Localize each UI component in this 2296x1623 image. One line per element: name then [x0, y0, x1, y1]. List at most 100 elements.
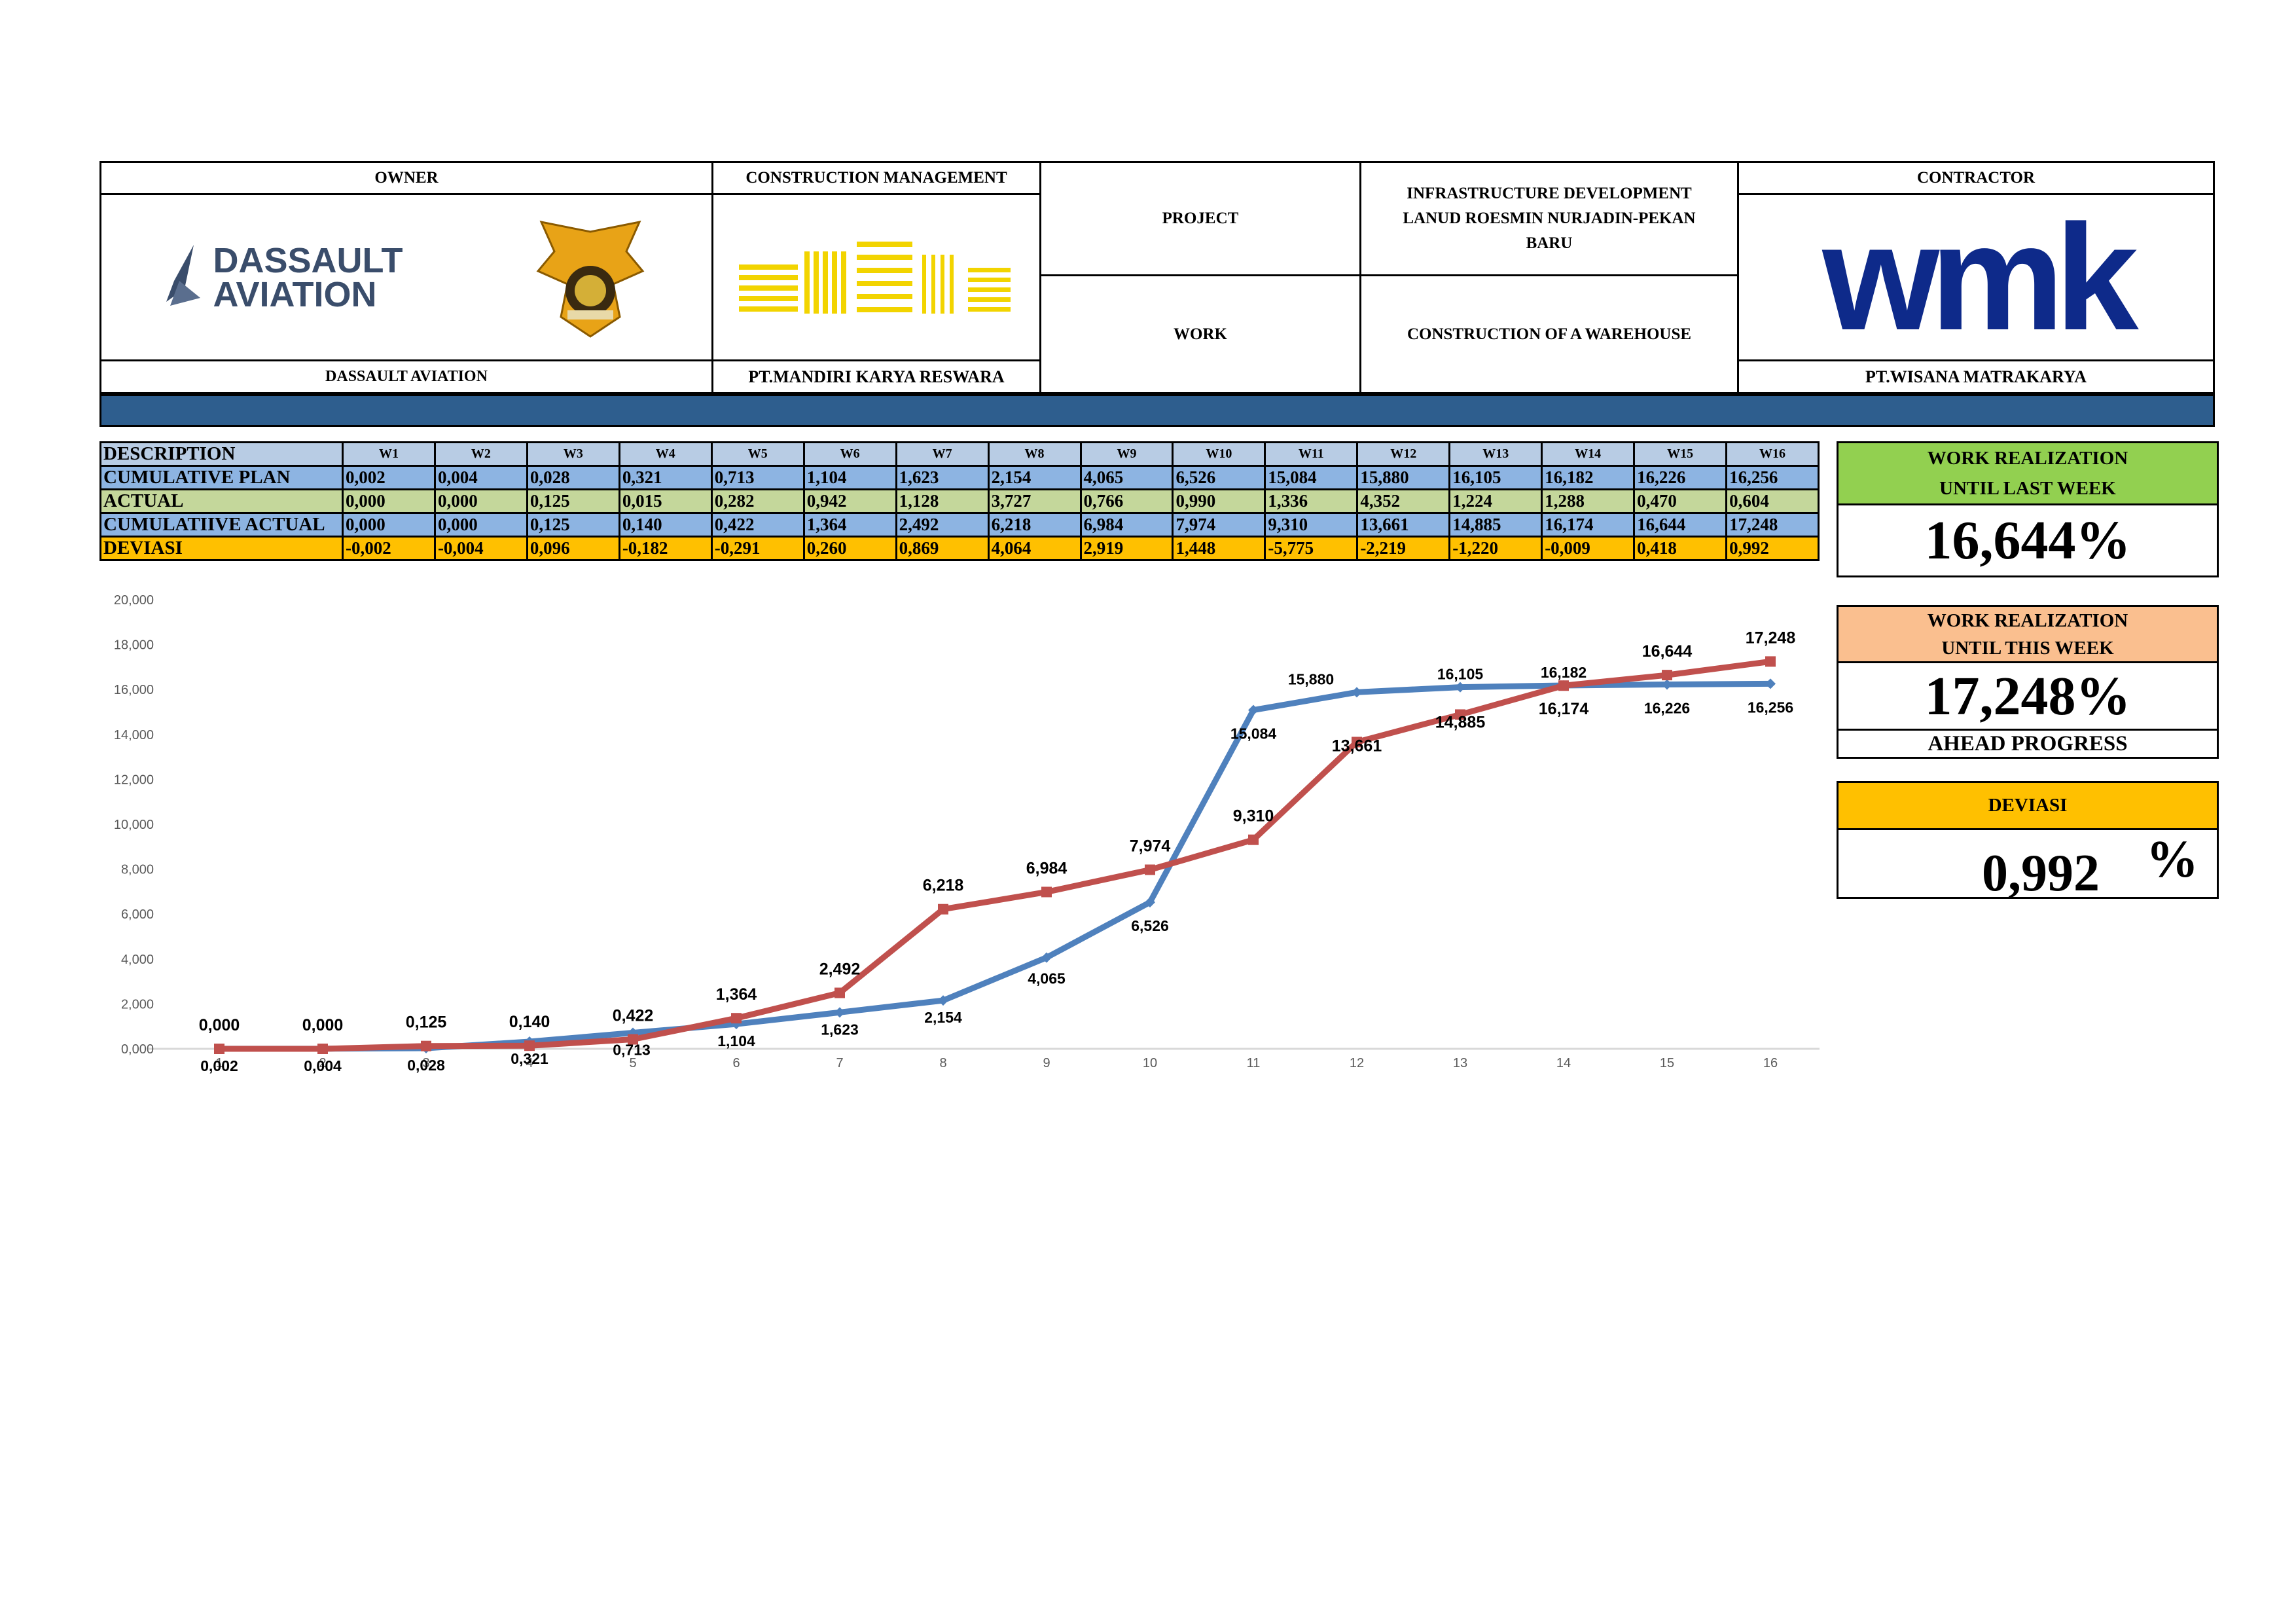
table-cell: 1,128 [895, 488, 990, 514]
table-cell: 1,288 [1541, 488, 1636, 514]
table-header-week: W15 [1633, 441, 1728, 467]
actual-point [1662, 670, 1672, 681]
x-tick-label: 1 [215, 1056, 223, 1070]
table-header-week: W8 [987, 441, 1082, 467]
table-cell: -0,004 [433, 536, 528, 561]
table-cell: 0,000 [342, 512, 436, 538]
table-cell: -0,002 [342, 536, 436, 561]
table-row-cumulative-actual: CUMULATIIVE ACTUAL 0,000 0,000 0,125 0,140 0,… [99, 512, 1820, 538]
actual-point [1455, 709, 1465, 720]
plan-series-line [219, 680, 1771, 1052]
table-cell: 17,248 [1725, 512, 1820, 538]
plan-data-label: 0,028 [407, 1057, 445, 1074]
contractor-name: PT.WISANA MATRAKARYA [1737, 359, 2215, 394]
actual-data-label: 9,310 [1233, 807, 1274, 826]
table-header-week: W7 [895, 441, 990, 467]
x-tick-label: 14 [1556, 1056, 1571, 1070]
table-cell: 3,727 [987, 488, 1082, 514]
plan-data-label: 0,713 [613, 1042, 651, 1059]
table-cell: -1,220 [1448, 536, 1543, 561]
table-cell: 15,880 [1356, 465, 1451, 490]
plan-data-label: 15,084 [1230, 725, 1277, 742]
y-tick-label: 6,000 [121, 907, 154, 922]
table-cell: 0,096 [526, 536, 620, 561]
table-row-label: CUMULATIIVE ACTUAL [99, 512, 344, 538]
actual-point [628, 1034, 638, 1045]
table-cell: 0,422 [710, 512, 805, 538]
actual-data-label: 16,174 [1539, 700, 1589, 718]
plan-data-label: 0,002 [200, 1057, 238, 1074]
table-header-week: W11 [1264, 441, 1359, 467]
deviasi-value-box: 0,992 % [1837, 828, 2219, 902]
table-cell: 0,869 [895, 536, 990, 561]
table-row-label: ACTUAL [99, 488, 344, 514]
plan-point [1145, 897, 1155, 908]
x-tick-label: 9 [1043, 1056, 1050, 1070]
table-cell: 0,942 [802, 488, 897, 514]
table-cell: 16,174 [1541, 512, 1636, 538]
table-header-row: DESCRIPTION W1 W2 W3 W4 W5 W6 W7 W8 W9 W10 W11 W12 W1… [99, 441, 1820, 467]
actual-point [317, 1044, 328, 1054]
table-header-description: DESCRIPTION [99, 441, 344, 467]
y-tick-label: 10,000 [114, 818, 154, 832]
actual-point [1765, 656, 1776, 667]
table-cell: 1,224 [1448, 488, 1543, 514]
actual-point [834, 987, 845, 998]
cm-name: PT.MANDIRI KARYA RESWARA [711, 359, 1041, 394]
table-header-week: W13 [1448, 441, 1543, 467]
y-tick-label: 12,000 [114, 773, 154, 787]
wmk-logo: wmk [1822, 192, 2138, 361]
actual-data-label: 7,974 [1130, 837, 1171, 855]
table-cell: 1,448 [1172, 536, 1266, 561]
y-tick-label: 8,000 [121, 863, 154, 877]
x-tick-label: 13 [1453, 1056, 1467, 1070]
plan-data-label: 1,623 [821, 1021, 859, 1038]
table-cell: 0,002 [342, 465, 436, 490]
plan-point [1352, 687, 1362, 698]
table-cell: 0,004 [433, 465, 528, 490]
table-header-week: W1 [342, 441, 436, 467]
plan-point [938, 995, 948, 1006]
table-cell: 1,336 [1264, 488, 1359, 514]
table-row-cumulative-plan: CUMULATIVE PLAN 0,002 0,004 0,028 0,321 0,713… [99, 465, 1820, 490]
work-value: CONSTRUCTION OF A WAREHOUSE [1359, 274, 1739, 394]
table-cell: 0,260 [802, 536, 897, 561]
actual-data-label: 6,984 [1026, 859, 1067, 877]
last-week-value: 16,644% [1837, 503, 2219, 577]
x-tick-label: 16 [1763, 1056, 1778, 1070]
dassault-logo: DASSAULT AVIATION [161, 242, 410, 314]
table-cell: 0,713 [710, 465, 805, 490]
actual-data-label: 17,248 [1746, 629, 1796, 647]
actual-data-label: 0,000 [302, 1016, 344, 1034]
table-cell: 0,992 [1725, 536, 1820, 561]
table-header-week: W9 [1079, 441, 1174, 467]
table-header-week: W14 [1541, 441, 1636, 467]
table-cell: 0,028 [526, 465, 620, 490]
y-tick-label: 2,000 [121, 997, 154, 1012]
mandiri-logo-icon [739, 241, 1011, 314]
actual-data-label: 0,125 [406, 1013, 447, 1032]
actual-series-line [219, 658, 1771, 1052]
table-cell: 16,226 [1633, 465, 1728, 490]
table-cell: 6,218 [987, 512, 1082, 538]
actual-point [1145, 864, 1155, 875]
table-cell: 0,418 [1633, 536, 1728, 561]
progress-table: DESCRIPTION W1 W2 W3 W4 W5 W6 W7 W8 W9 W10 W11 W12 W1… [99, 441, 1820, 561]
table-cell: 0,470 [1633, 488, 1728, 514]
actual-data-label: 6,218 [923, 877, 964, 895]
plan-data-label: 4,065 [1028, 970, 1066, 987]
x-tick-label: 8 [939, 1056, 946, 1070]
table-cell: 9,310 [1264, 512, 1359, 538]
table-cell: 0,766 [1079, 488, 1174, 514]
progress-status: AHEAD PROGRESS [1837, 729, 2219, 759]
table-cell: 0,990 [1172, 488, 1266, 514]
eagle-emblem-icon [536, 220, 644, 338]
table-row-label: DEVIASI [99, 536, 344, 561]
actual-point [1248, 834, 1259, 845]
actual-data-label: 0,422 [613, 1007, 654, 1025]
dassault-mark-icon [166, 244, 200, 306]
actual-point [1352, 737, 1362, 748]
x-tick-label: 3 [422, 1056, 429, 1070]
actual-data-label: 16,644 [1642, 642, 1693, 661]
